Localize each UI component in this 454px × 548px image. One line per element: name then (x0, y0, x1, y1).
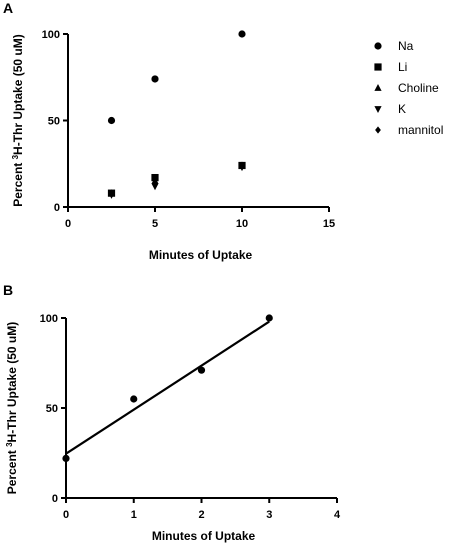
y-axis-title-superscript: 3 (5, 442, 14, 447)
chart-panel-a: A 0 5 10 15 0 50 100 Minutes of Uptake Percent 3H… (3, 0, 443, 262)
data-point (238, 30, 246, 38)
data-point (130, 395, 138, 403)
legend-marker (374, 63, 382, 71)
y-axis-title: Percent 3H-Thr Uptake (50 uM) (5, 322, 20, 495)
y-axis-title-part: H-Thr Uptake (50 uM) (5, 322, 19, 443)
y-tick-label: 0 (52, 493, 58, 505)
x-tick-label: 1 (131, 509, 137, 521)
series-k (107, 164, 246, 199)
x-tick-label: 10 (236, 218, 248, 230)
y-axis-title-part: Percent (5, 447, 19, 494)
x-tick-label: 4 (334, 509, 341, 521)
y-tick-label: 50 (46, 403, 58, 415)
legend-label: Choline (398, 81, 439, 95)
data-point (151, 183, 159, 191)
x-tick-label: 0 (63, 509, 69, 521)
series (62, 314, 273, 462)
x-tick-label: 5 (152, 218, 158, 230)
data-point (152, 175, 158, 183)
series-choline (107, 161, 246, 197)
x-axis-title: Minutes of Uptake (152, 529, 256, 543)
data-point (107, 116, 116, 125)
legend-label: mannitol (398, 123, 443, 137)
series-mannitol (108, 161, 245, 197)
legend-label: Li (398, 60, 407, 74)
legend-marker (374, 42, 382, 50)
fit-line (65, 320, 270, 455)
legend-marker (375, 126, 381, 134)
y-axis-title-part: H-Thr Uptake (50 uM) (11, 34, 25, 155)
y-tick-label: 100 (40, 313, 58, 325)
x-tick-label: 3 (266, 509, 272, 521)
data-point (197, 366, 206, 374)
legend-marker (374, 84, 382, 91)
y-axis-title-superscript: 3 (11, 154, 20, 159)
x-tick-label: 0 (65, 218, 71, 230)
y-tick-label: 50 (48, 116, 60, 128)
series-na (107, 30, 246, 125)
data-point (62, 454, 70, 462)
x-tick-label: 2 (198, 509, 204, 521)
y-axis-title-part: Percent (11, 159, 25, 206)
data-point (265, 314, 273, 322)
y-tick-label: 100 (42, 29, 60, 41)
data-point (239, 161, 245, 170)
legend-label: K (398, 102, 406, 116)
legend-label: Na (398, 39, 414, 53)
x-tick-label: 15 (323, 218, 335, 230)
panel-label: A (3, 0, 13, 16)
data-point (108, 189, 115, 197)
panel-label: B (3, 282, 13, 298)
y-axis-title: Percent 3H-Thr Uptake (50 uM) (11, 34, 26, 207)
data-point (151, 75, 159, 83)
y-tick-label: 0 (54, 202, 60, 214)
series-li (107, 161, 246, 197)
legend-marker (374, 106, 382, 113)
x-axis-title: Minutes of Uptake (149, 248, 253, 262)
